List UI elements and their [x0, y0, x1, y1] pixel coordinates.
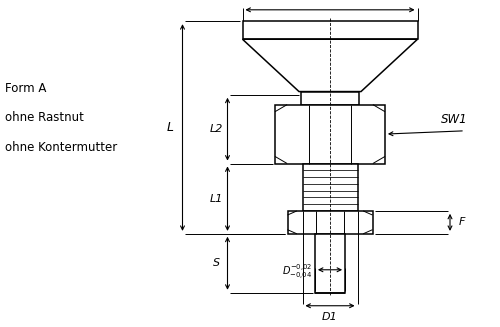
Text: $D^{-0{,}02}_{-0{,}04}$: $D^{-0{,}02}_{-0{,}04}$: [282, 262, 312, 281]
Bar: [301, 92, 359, 105]
Bar: [242, 21, 418, 39]
Bar: [302, 164, 358, 211]
Text: L: L: [166, 121, 173, 134]
Bar: [315, 234, 345, 293]
Text: D1: D1: [322, 312, 338, 322]
Text: ohne Rastnut: ohne Rastnut: [5, 111, 84, 124]
Text: D2: D2: [321, 0, 339, 3]
Text: ohne Kontermutter: ohne Kontermutter: [5, 141, 117, 154]
Text: SW1: SW1: [441, 113, 468, 126]
Bar: [288, 211, 372, 234]
Polygon shape: [242, 39, 418, 92]
Bar: [275, 105, 385, 164]
Text: L2: L2: [210, 124, 223, 134]
Text: S: S: [213, 258, 220, 268]
Text: L1: L1: [210, 194, 223, 204]
Text: F: F: [459, 217, 466, 227]
Text: Form A: Form A: [5, 82, 46, 95]
